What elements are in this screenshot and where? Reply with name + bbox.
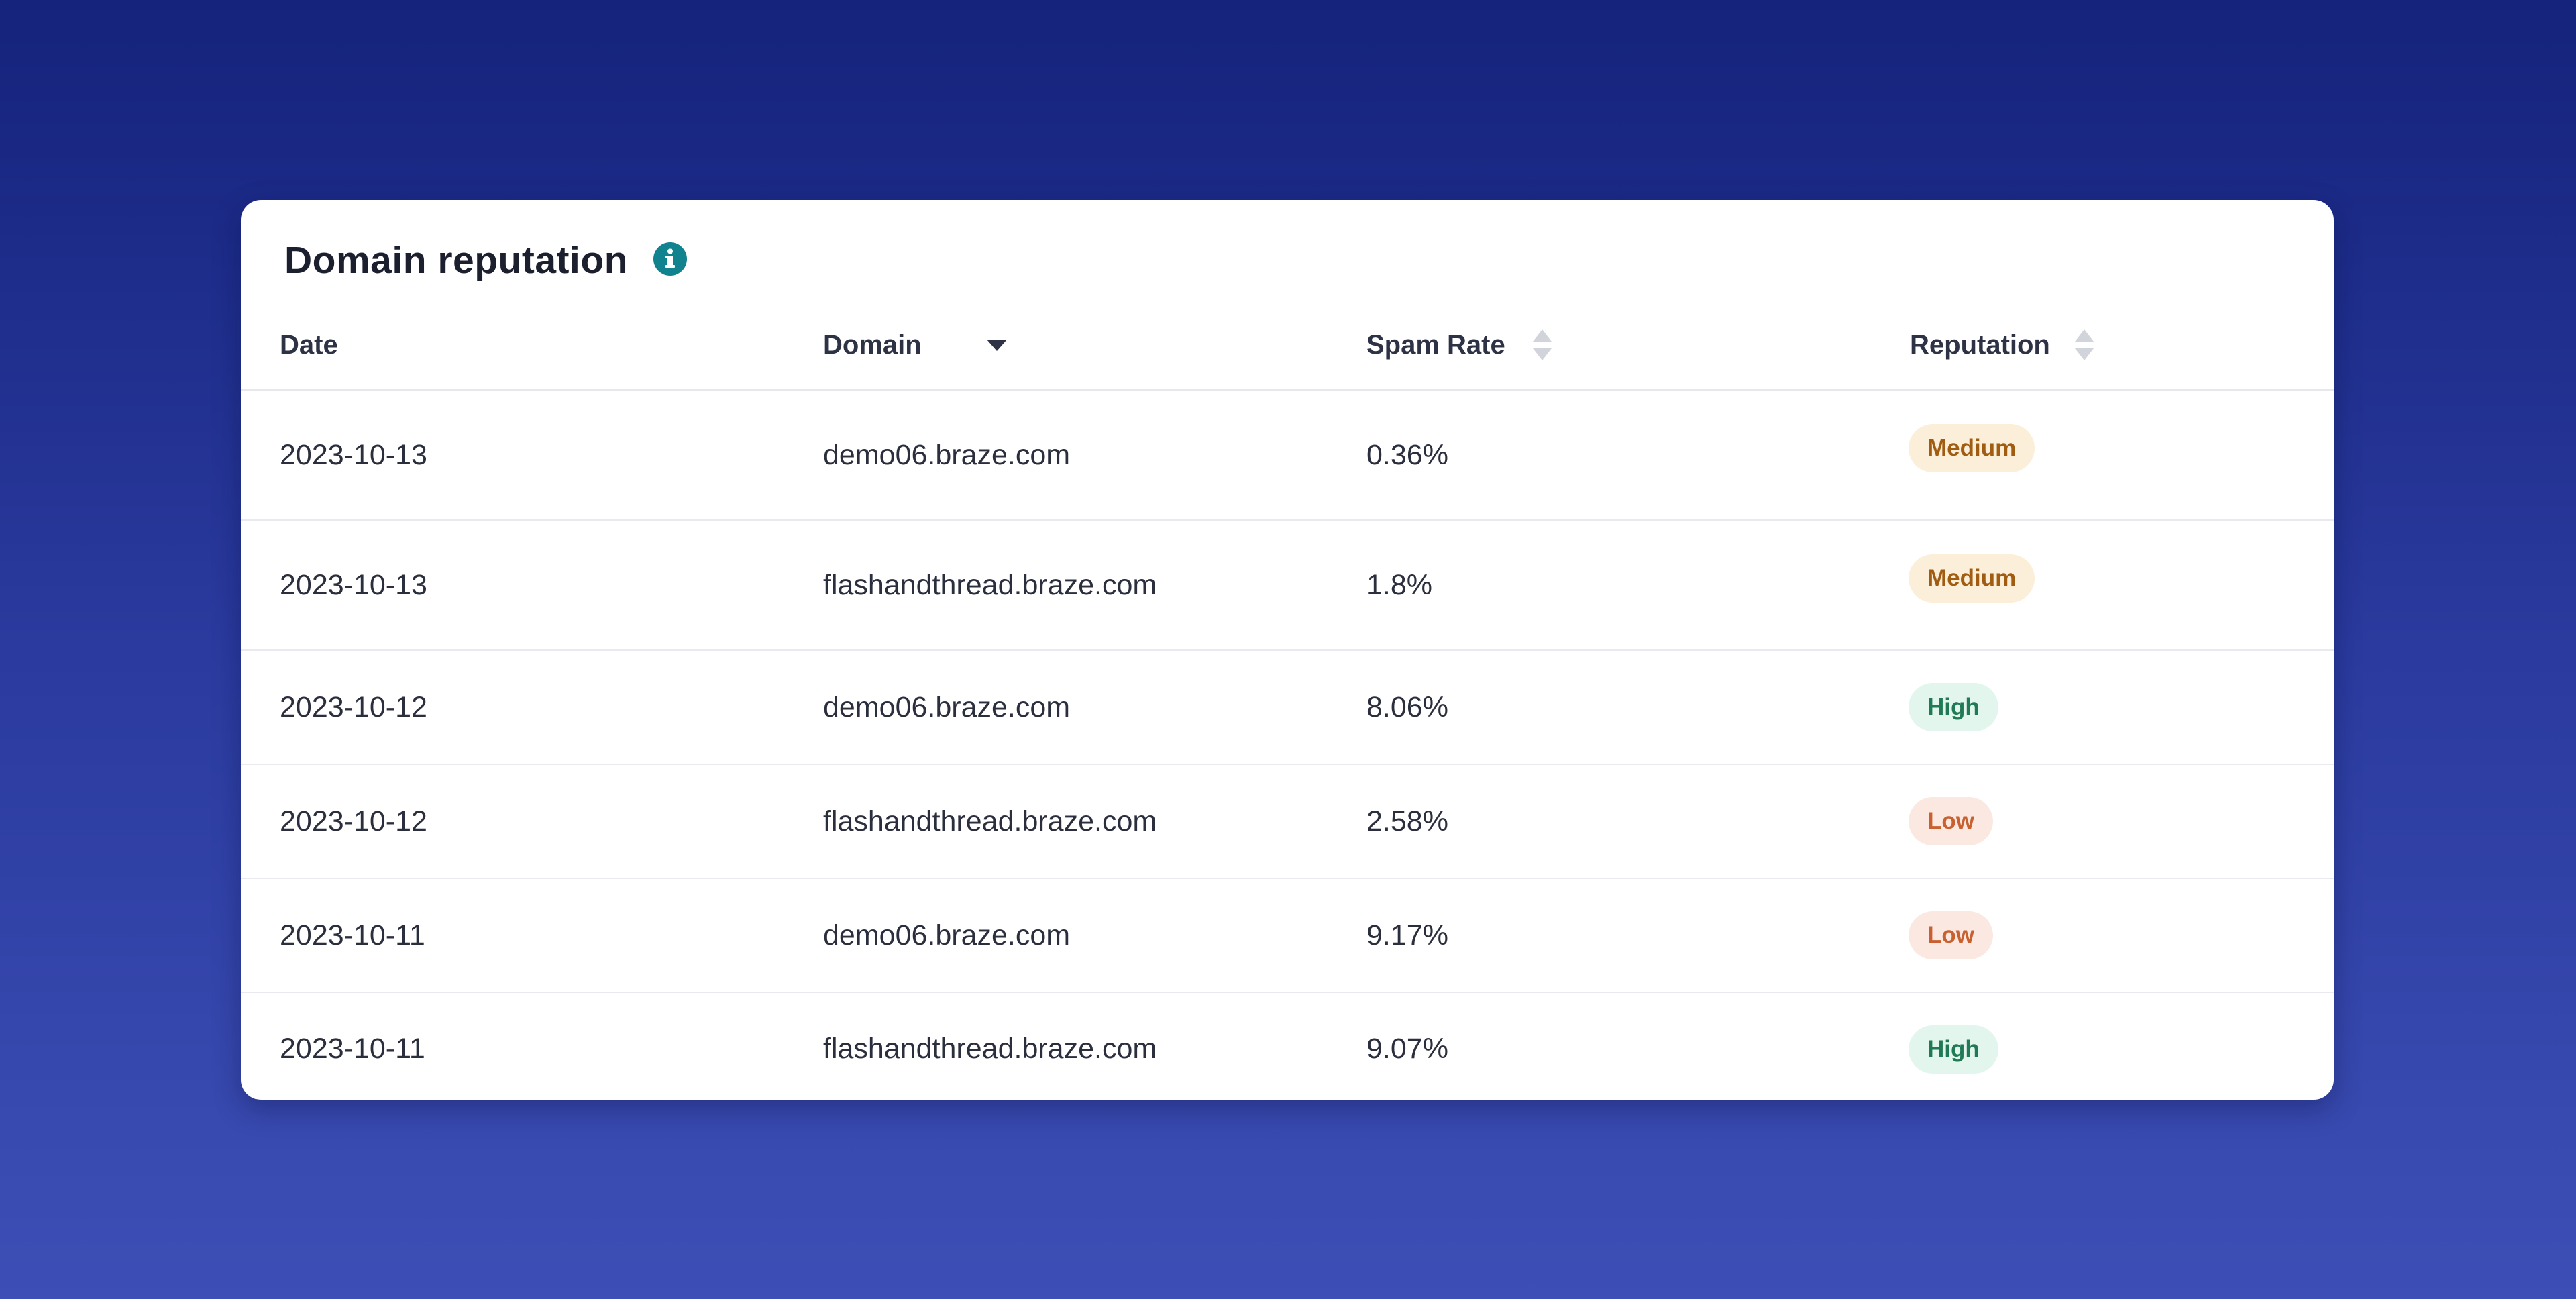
card-title: Domain reputation (284, 239, 629, 282)
domain-cell: demo06.braze.com (823, 690, 1071, 723)
column-header-label: Reputation (1910, 329, 2050, 360)
table-row: 2023-10-11 demo06.braze.com 9.17% Low (241, 879, 2334, 993)
domain-cell: flashandthread.braze.com (823, 1033, 1157, 1065)
reputation-badge: High (1909, 1025, 1998, 1074)
spam-rate-cell: 9.07% (1366, 1033, 1448, 1065)
date-cell: 2023-10-12 (280, 690, 427, 723)
reputation-cell: High (1909, 651, 1998, 764)
column-header-domain[interactable]: Domain (823, 301, 922, 389)
sort-icon[interactable] (2074, 301, 2095, 389)
reputation-badge: High (1909, 683, 1998, 731)
table-row: 2023-10-13 flashandthread.braze.com 1.8%… (241, 521, 2334, 651)
reputation-cell: Medium (1909, 514, 2035, 643)
column-header-spam-rate[interactable]: Spam Rate (1366, 301, 1505, 389)
spam-rate-cell: 8.06% (1366, 690, 1448, 723)
table-row: 2023-10-12 flashandthread.braze.com 2.58… (241, 765, 2334, 879)
reputation-cell: Low (1909, 879, 1993, 992)
reputation-cell: Medium (1909, 384, 2035, 513)
date-cell: 2023-10-12 (280, 804, 427, 837)
reputation-badge: Low (1909, 797, 1993, 845)
date-cell: 2023-10-11 (280, 1033, 425, 1065)
sort-icon[interactable] (1532, 301, 1553, 389)
date-cell: 2023-10-13 (280, 438, 427, 471)
domain-cell: flashandthread.braze.com (823, 568, 1157, 601)
info-icon[interactable] (653, 242, 688, 276)
column-header-label: Domain (823, 329, 922, 360)
spam-rate-cell: 2.58% (1366, 804, 1448, 837)
reputation-badge: Medium (1909, 424, 2035, 472)
table-row: 2023-10-13 demo06.braze.com 0.36% Medium (241, 391, 2334, 521)
reputation-badge: Medium (1909, 554, 2035, 603)
domain-reputation-card: Domain reputation Date Domain (241, 200, 2334, 1100)
domain-cell: demo06.braze.com (823, 919, 1071, 951)
spam-rate-cell: 9.17% (1366, 919, 1448, 951)
caret-down-icon[interactable] (985, 301, 1008, 389)
spam-rate-cell: 0.36% (1366, 438, 1448, 471)
date-cell: 2023-10-13 (280, 568, 427, 601)
domain-cell: demo06.braze.com (823, 438, 1071, 471)
reputation-cell: Low (1909, 765, 1993, 878)
date-cell: 2023-10-11 (280, 919, 425, 951)
table-row: 2023-10-12 demo06.braze.com 8.06% High (241, 651, 2334, 765)
card-header: Domain reputation (284, 227, 688, 294)
spam-rate-cell: 1.8% (1366, 568, 1433, 601)
column-header-label: Spam Rate (1366, 329, 1505, 360)
domain-cell: flashandthread.braze.com (823, 804, 1157, 837)
table-header-row: Date Domain Spam Rate (241, 301, 2334, 391)
column-header-label: Date (280, 329, 338, 360)
column-header-reputation: Reputation (1910, 301, 2050, 389)
reputation-badge: Low (1909, 911, 1993, 959)
column-header-date[interactable]: Date (280, 301, 338, 389)
table-row: 2023-10-11 flashandthread.braze.com 9.07… (241, 993, 2334, 1100)
reputation-cell: High (1909, 996, 1998, 1100)
